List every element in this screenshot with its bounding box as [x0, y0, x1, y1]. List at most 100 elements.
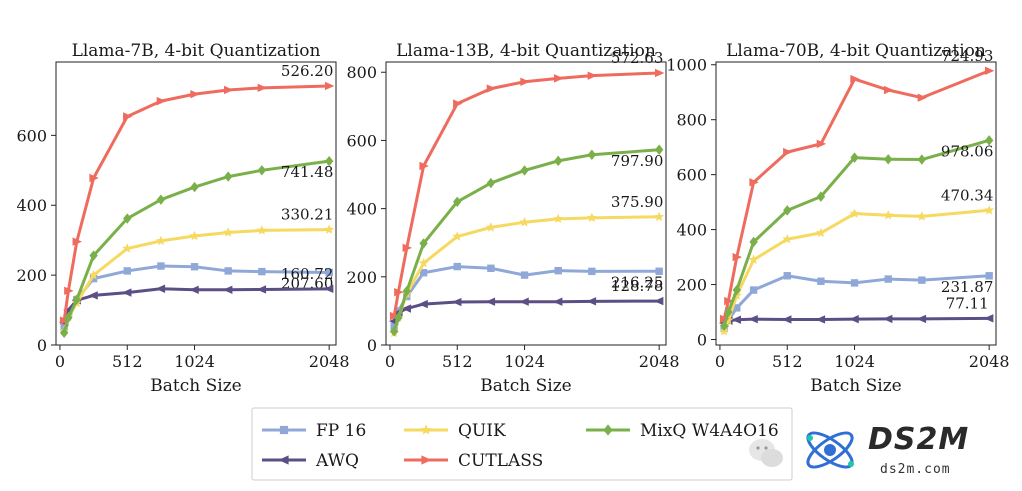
chart-panel-3: Llama-70B, 4-bit Quantization Batch Size 0…	[666, 41, 1009, 396]
legend-marker	[278, 455, 289, 465]
data-point	[487, 264, 495, 272]
legend-label: CUTLASS	[458, 451, 543, 471]
legend-entry-awq: AWQ	[262, 451, 359, 471]
data-point	[64, 312, 73, 323]
legend-entry-mixq-w4a4o16: MixQ W4A4O16	[586, 421, 779, 441]
data-point	[884, 154, 893, 165]
data-point	[59, 316, 70, 325]
series-line	[392, 299, 660, 322]
data-point	[256, 285, 267, 294]
y-tick-label: 1000	[666, 56, 707, 75]
data-point	[224, 171, 233, 182]
data-point	[783, 272, 791, 280]
series-line	[62, 84, 330, 321]
data-point	[816, 191, 826, 202]
data-point	[732, 284, 741, 296]
x-tick-label: 512	[112, 352, 143, 371]
x-tick-label: 0	[385, 352, 395, 371]
data-point	[419, 269, 428, 277]
series-awq: 128.78	[388, 277, 663, 326]
x-tick-label: 1024	[834, 352, 875, 371]
data-point	[520, 165, 529, 176]
data-point	[122, 243, 133, 253]
y-tick-label: 600	[16, 126, 47, 145]
series-fp-16: 216.25	[390, 262, 663, 330]
series-line	[722, 208, 990, 332]
data-point	[453, 262, 461, 271]
data-point	[850, 279, 859, 287]
end-value-label: 741.48	[281, 163, 334, 181]
data-point	[190, 89, 200, 99]
series-cutlass: 724.93	[719, 47, 995, 324]
data-point	[733, 304, 741, 312]
y-tick-label: 800	[676, 111, 707, 130]
data-point	[586, 297, 597, 306]
y-tick-label: 200	[676, 276, 707, 295]
y-tick-label: 200	[16, 266, 47, 285]
series-mixq-w4a4o16: 978.06	[719, 135, 994, 331]
data-point	[189, 230, 200, 241]
data-point	[256, 225, 267, 235]
data-point	[815, 227, 826, 238]
data-point	[123, 213, 132, 224]
end-value-label: 470.34	[941, 186, 994, 204]
data-point	[389, 311, 400, 321]
data-point	[984, 66, 995, 75]
legend-entry-quik: QUIK	[404, 421, 506, 441]
data-point	[520, 77, 530, 86]
data-point	[189, 285, 199, 294]
x-tick-label: 1024	[504, 352, 545, 371]
end-value-label: 797.90	[611, 152, 664, 170]
data-point	[783, 205, 792, 216]
data-point	[89, 173, 99, 183]
data-point	[587, 71, 598, 80]
data-point	[984, 135, 994, 146]
data-point	[850, 152, 859, 163]
series-line	[722, 274, 990, 330]
data-point	[418, 299, 428, 309]
plot-frame	[715, 61, 997, 346]
x-axis-label: Batch Size	[150, 376, 241, 396]
data-point	[72, 294, 81, 305]
data-point	[59, 327, 69, 338]
data-point	[654, 144, 664, 155]
legend-entry-fp-16: FP 16	[262, 421, 366, 441]
data-point	[224, 85, 234, 95]
data-point	[554, 74, 564, 83]
watermark-brand: DS2M	[868, 422, 970, 457]
y-tick-label: 800	[346, 63, 377, 82]
atom-logo-icon	[806, 431, 854, 469]
data-point	[223, 227, 234, 237]
data-point	[389, 326, 399, 337]
end-value-label: 330.21	[281, 206, 334, 224]
series-line	[62, 159, 330, 334]
data-point	[553, 297, 563, 306]
x-tick-label: 2048	[639, 352, 680, 371]
data-point	[123, 112, 133, 121]
series-line	[722, 69, 990, 320]
data-point	[402, 243, 412, 253]
x-tick-label: 0	[55, 352, 65, 371]
legend-marker	[420, 424, 432, 435]
x-tick-label: 2048	[969, 352, 1010, 371]
series-line	[392, 148, 660, 332]
y-tick-label: 0	[37, 336, 47, 355]
legend-marker	[603, 424, 613, 436]
y-tick-label: 600	[676, 166, 707, 185]
data-point	[916, 314, 927, 324]
y-tick-label: 0	[697, 331, 707, 350]
data-point	[257, 165, 267, 176]
legend-label: MixQ W4A4O16	[640, 421, 779, 441]
data-point	[88, 291, 98, 300]
legend-label: QUIK	[458, 421, 506, 441]
end-value-label: 572.63	[611, 49, 664, 67]
data-point	[654, 68, 665, 78]
data-point	[884, 275, 892, 283]
data-point	[257, 83, 268, 93]
end-value-label: 978.06	[941, 142, 994, 160]
series-mixq-w4a4o16: 741.48	[59, 155, 334, 338]
data-point	[419, 161, 429, 171]
end-value-label: 724.93	[941, 47, 994, 65]
data-point	[156, 194, 166, 205]
